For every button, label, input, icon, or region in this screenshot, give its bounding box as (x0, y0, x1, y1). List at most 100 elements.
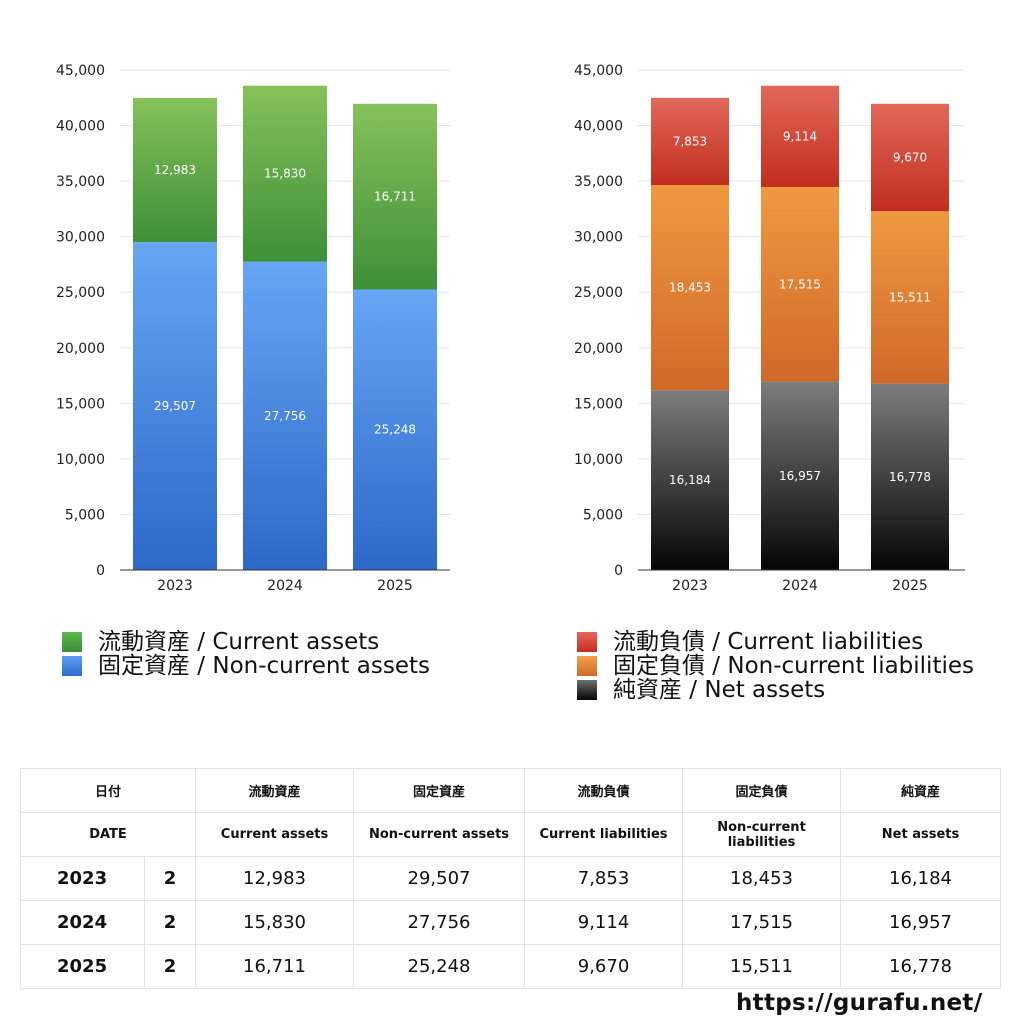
table-row: 2023 2 12,983 29,507 7,853 18,453 16,184 (20, 856, 1002, 901)
bar-segment (133, 242, 217, 570)
y-tick-label: 10,000 (574, 452, 623, 468)
y-tick-label: 0 (614, 563, 623, 579)
bar-segment (353, 103, 437, 290)
y-tick-label: 30,000 (574, 230, 623, 246)
y-tick-label: 35,000 (56, 174, 105, 190)
bar-value-label: 12,983 (154, 163, 196, 177)
bar-segment (761, 85, 839, 187)
bar-value-label: 15,511 (889, 290, 931, 304)
table-header-cell: 固定負債 (682, 768, 842, 813)
bar-segment (353, 289, 437, 570)
y-tick-label: 20,000 (574, 341, 623, 357)
bar-value-label: 16,711 (374, 190, 416, 204)
value-cell: 17,515 (682, 900, 842, 945)
bar-value-label: 25,248 (374, 423, 416, 437)
year-cell: 2025 (20, 944, 145, 989)
legend-item-non-current-liabilities: 固定負債 / Non-current liabilities (577, 654, 974, 678)
x-tick-label: 2024 (782, 578, 818, 594)
x-tick-label: 2023 (672, 578, 708, 594)
bar-value-label: 29,507 (154, 399, 196, 413)
value-cell: 12,983 (195, 856, 355, 901)
bar-value-label: 16,184 (669, 473, 711, 487)
value-cell: 29,507 (353, 856, 526, 901)
table-header-cell: Current assets (195, 812, 355, 857)
bar-value-label: 9,670 (893, 151, 927, 165)
legend-swatch (577, 656, 597, 676)
legend-label: 純資産 / Net assets (613, 677, 826, 703)
table-header-cell: 流動負債 (524, 768, 684, 813)
legend-item-net-assets: 純資産 / Net assets (577, 678, 974, 702)
year-cell: 2024 (20, 900, 145, 945)
table-header-cell: Non-current liabilities (682, 812, 842, 857)
y-tick-label: 30,000 (56, 230, 105, 246)
y-tick-label: 25,000 (56, 285, 105, 301)
bar-segment (651, 97, 729, 186)
y-tick-label: 15,000 (574, 396, 623, 412)
assets-chart: 0 5,000 10,000 15,000 20,000 25,000 30,000 35,0… (56, 63, 450, 594)
y-tick-label: 40,000 (574, 119, 623, 135)
legend-swatch (62, 656, 82, 676)
bar-segment (871, 103, 949, 212)
y-tick-label: 45,000 (56, 63, 105, 79)
bar-value-label: 17,515 (779, 277, 821, 291)
value-cell: 7,853 (524, 856, 684, 901)
bar-segment (651, 390, 729, 570)
value-cell: 9,670 (524, 944, 684, 989)
bar-value-label: 16,957 (779, 469, 821, 483)
value-cell: 27,756 (353, 900, 526, 945)
value-cell: 16,184 (840, 856, 1002, 901)
x-tick-label: 2025 (892, 578, 928, 594)
value-cell: 9,114 (524, 900, 684, 945)
bar-segment (871, 383, 949, 570)
y-tick-label: 40,000 (56, 119, 105, 135)
count-cell: 2 (143, 944, 197, 989)
y-tick-label: 35,000 (574, 174, 623, 190)
y-tick-label: 5,000 (583, 507, 623, 523)
legend-label: 流動資産 / Current assets (98, 629, 380, 655)
value-cell: 16,778 (840, 944, 1002, 989)
x-tick-label: 2023 (157, 578, 193, 594)
legend-item-non-current-assets: 固定資産 / Non-current assets (62, 654, 430, 678)
footer-url[interactable]: https://gurafu.net/ (736, 990, 983, 1016)
legend-swatch (577, 680, 597, 700)
y-tick-label: 45,000 (574, 63, 623, 79)
value-cell: 15,511 (682, 944, 842, 989)
count-cell: 2 (143, 900, 197, 945)
bar-segment (133, 97, 217, 243)
bar-value-label: 7,853 (673, 135, 707, 149)
y-tick-label: 20,000 (56, 341, 105, 357)
bar-segment (761, 381, 839, 570)
table-header-cell: 日付 (19, 768, 197, 813)
bar-value-label: 9,114 (783, 129, 817, 143)
table-header-cell: Current liabilities (524, 812, 684, 857)
data-table: 日付 流動資産 固定資産 流動負債 固定負債 純資産 DATE Current … (19, 768, 1002, 989)
assets-legend: 流動資産 / Current assets 固定資産 / Non-current… (62, 630, 430, 678)
x-tick-label: 2025 (377, 578, 413, 594)
legend-label: 固定負債 / Non-current liabilities (613, 653, 974, 679)
y-tick-label: 15,000 (56, 396, 105, 412)
value-cell: 15,830 (195, 900, 355, 945)
liabilities-legend: 流動負債 / Current liabilities 固定負債 / Non-cu… (577, 630, 974, 702)
table-header-row-en: DATE Current assets Non-current assets C… (19, 812, 1002, 857)
y-tick-label: 10,000 (56, 452, 105, 468)
y-tick-label: 5,000 (65, 507, 105, 523)
bar-segment (243, 85, 327, 262)
table-header-cell: 流動資産 (195, 768, 355, 813)
bar-segment (243, 261, 327, 570)
bar-segment (871, 211, 949, 384)
table-header-cell: Non-current assets (353, 812, 526, 857)
liabilities-chart: 0 5,000 10,000 15,000 20,000 25,000 30,000 35,0… (574, 63, 965, 594)
legend-swatch (62, 632, 82, 652)
legend-label: 流動負債 / Current liabilities (613, 629, 924, 655)
bar-segment (761, 186, 839, 382)
count-cell: 2 (143, 856, 197, 901)
table-row: 2025 2 16,711 25,248 9,670 15,511 16,778 (20, 944, 1002, 989)
table-header-row-jp: 日付 流動資産 固定資産 流動負債 固定負債 純資産 (19, 768, 1002, 813)
bar-value-label: 18,453 (669, 281, 711, 295)
value-cell: 16,957 (840, 900, 1002, 945)
legend-item-current-assets: 流動資産 / Current assets (62, 630, 430, 654)
y-tick-label: 0 (96, 563, 105, 579)
bar-value-label: 27,756 (264, 409, 306, 423)
year-cell: 2023 (20, 856, 145, 901)
table-header-cell: DATE (19, 812, 197, 857)
